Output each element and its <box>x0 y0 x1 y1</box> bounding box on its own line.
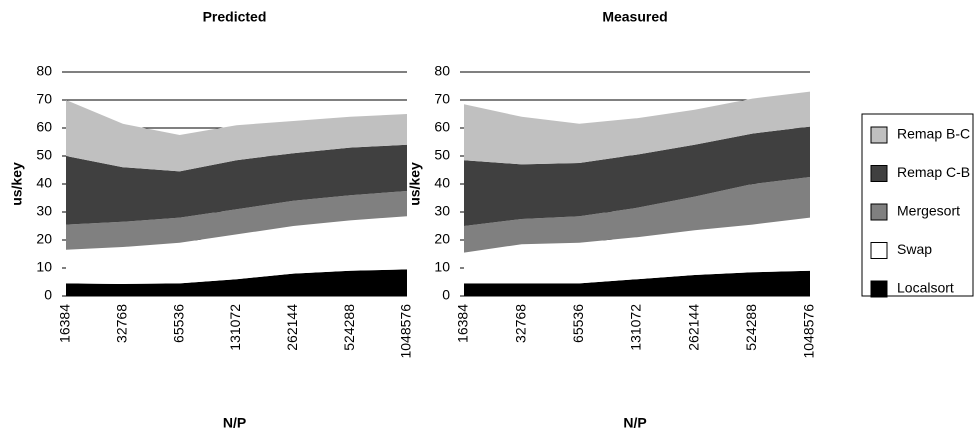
x-tick-label: 1048576 <box>801 304 817 359</box>
x-tick-label: 524288 <box>341 304 357 351</box>
legend-swatch <box>870 126 888 144</box>
x-axis-label: N/P <box>223 415 246 431</box>
legend-swatch <box>870 165 888 182</box>
x-tick-label: 16384 <box>57 304 73 343</box>
legend-swatch <box>870 203 888 221</box>
y-tick-label: 10 <box>434 259 450 275</box>
area <box>66 216 407 284</box>
area <box>66 100 407 172</box>
y-axis-label: us/key <box>407 162 423 206</box>
y-tick-label: 30 <box>36 203 52 219</box>
x-tick-label: 131072 <box>227 304 243 351</box>
y-tick-label: 60 <box>36 119 52 135</box>
x-tick-label: 32768 <box>512 304 528 343</box>
x-tick-label: 262144 <box>284 304 300 351</box>
x-tick-label: 65536 <box>570 304 586 343</box>
area <box>464 91 810 165</box>
y-tick-label: 10 <box>36 259 52 275</box>
x-tick-label: 32768 <box>114 304 130 343</box>
area <box>464 177 810 253</box>
x-tick-label: 524288 <box>743 304 759 351</box>
y-tick-label: 0 <box>44 287 52 303</box>
area <box>464 217 810 284</box>
chart-title: Measured <box>602 9 667 25</box>
x-tick-label: 16384 <box>455 304 471 343</box>
legend-label: Mergesort <box>897 203 960 219</box>
y-tick-label: 30 <box>434 203 450 219</box>
legend-label: Remap C-B <box>897 164 970 180</box>
legend-label: Localsort <box>897 280 954 296</box>
area <box>464 270 810 296</box>
y-tick-label: 60 <box>434 119 450 135</box>
legend-swatch <box>870 280 888 298</box>
chart-title: Predicted <box>203 9 267 25</box>
legend-label: Swap <box>897 241 932 257</box>
y-tick-label: 40 <box>36 175 52 191</box>
x-tick-label: 65536 <box>170 304 186 343</box>
area <box>66 191 407 250</box>
legend-swatch <box>870 242 888 259</box>
y-tick-label: 80 <box>434 63 450 79</box>
x-axis-label: N/P <box>623 415 646 431</box>
y-tick-label: 20 <box>36 231 52 247</box>
y-tick-label: 80 <box>36 63 52 79</box>
y-tick-label: 70 <box>434 91 450 107</box>
area <box>66 269 407 296</box>
y-tick-label: 0 <box>442 287 450 303</box>
area <box>66 144 407 225</box>
y-axis-label: us/key <box>9 162 25 206</box>
y-tick-label: 50 <box>434 147 450 163</box>
x-tick-label: 1048576 <box>398 304 414 359</box>
y-tick-label: 20 <box>434 231 450 247</box>
y-tick-label: 40 <box>434 175 450 191</box>
legend-label: Remap B-C <box>897 126 970 142</box>
area <box>464 126 810 226</box>
x-tick-label: 262144 <box>685 304 701 351</box>
y-tick-label: 50 <box>36 147 52 163</box>
x-tick-label: 131072 <box>628 304 644 351</box>
y-tick-label: 70 <box>36 91 52 107</box>
